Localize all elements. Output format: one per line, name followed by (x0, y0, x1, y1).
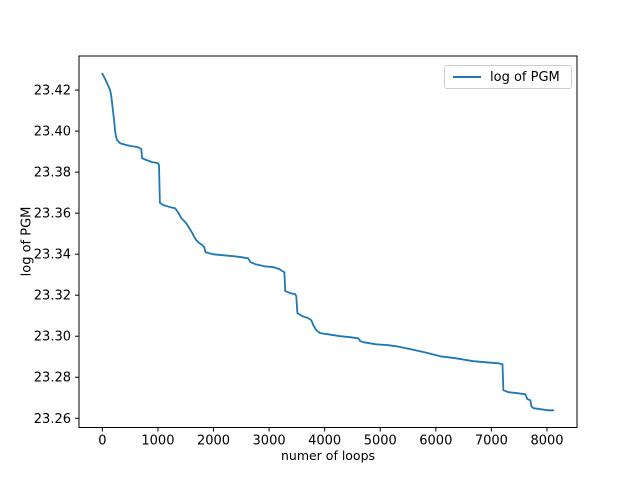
legend: log of PGM (444, 65, 572, 89)
y-tick-label: 23.34 (34, 248, 71, 263)
y-tick-label: 23.32 (34, 289, 71, 304)
y-tick-label: 23.26 (34, 412, 71, 427)
x-tick-label: 7000 (475, 434, 508, 449)
y-tick-label: 23.42 (34, 84, 71, 99)
x-tick-label: 8000 (530, 434, 563, 449)
x-tick-label: 4000 (308, 434, 341, 449)
y-tick-label: 23.30 (34, 330, 71, 345)
x-tick-label: 5000 (364, 434, 397, 449)
y-tick-label: 23.28 (34, 371, 71, 386)
y-tick-label: 23.40 (34, 125, 71, 140)
x-tick-label: 0 (98, 434, 106, 449)
x-axis-label: numer of loops (280, 448, 376, 463)
legend-line-sample (453, 76, 481, 78)
legend-label: log of PGM (490, 69, 560, 85)
series-line-log-of-pgm (101, 72, 555, 412)
x-tick-label: 1000 (141, 434, 174, 449)
y-tick-label: 23.36 (34, 207, 71, 222)
y-tick-label: 23.38 (34, 166, 71, 181)
x-tick-label: 6000 (419, 434, 452, 449)
x-tick-label: 3000 (253, 434, 286, 449)
x-tick-label: 2000 (197, 434, 230, 449)
y-axis-label: log of PGM (19, 206, 35, 277)
axes-spines (78, 55, 578, 428)
